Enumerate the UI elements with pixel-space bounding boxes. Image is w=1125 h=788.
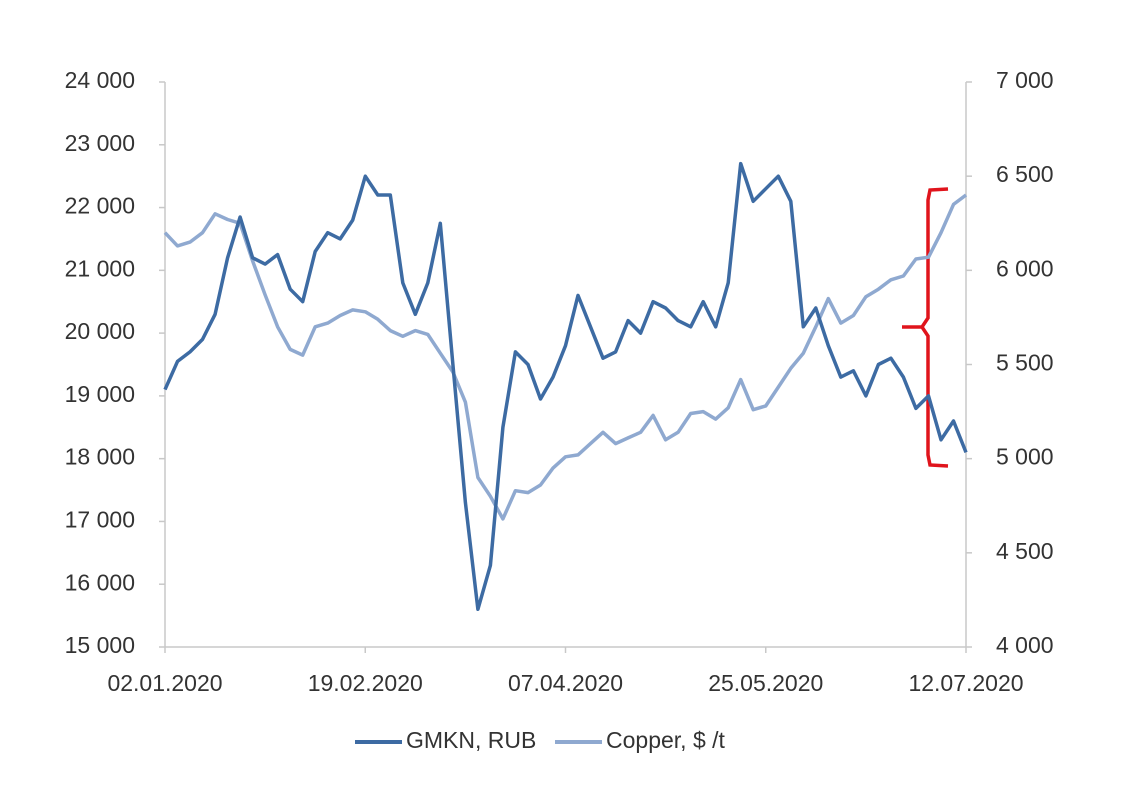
x-tick-label: 02.01.2020: [107, 670, 222, 696]
x-tick-label: 19.02.2020: [308, 670, 423, 696]
y-tick-label: 22 000: [65, 193, 135, 219]
series-line: [163, 161, 968, 612]
y2-tick-label: 6 500: [996, 161, 1054, 187]
x-tick-label: 25.05.2020: [708, 670, 823, 696]
y2-tick-label: 5 000: [996, 444, 1054, 470]
y2-tick-label: 5 500: [996, 350, 1054, 376]
y-tick-label: 20 000: [65, 318, 135, 344]
x-tick-label: 12.07.2020: [908, 670, 1023, 696]
legend-label: GMKN, RUB: [406, 727, 536, 753]
y2-tick-label: 6 000: [996, 255, 1054, 281]
series-line: [163, 193, 968, 521]
y2-tick-label: 4 500: [996, 538, 1054, 564]
y-tick-label: 17 000: [65, 507, 135, 533]
y-tick-label: 19 000: [65, 381, 135, 407]
y-tick-label: 23 000: [65, 130, 135, 156]
y-tick-label: 24 000: [65, 67, 135, 93]
y2-tick-label: 4 000: [996, 632, 1054, 658]
legend-label: Copper, $ /t: [606, 727, 726, 753]
y-tick-label: 18 000: [65, 444, 135, 470]
y-tick-label: 16 000: [65, 569, 135, 595]
y-tick-label: 15 000: [65, 632, 135, 658]
y-tick-label: 21 000: [65, 255, 135, 281]
y2-tick-label: 7 000: [996, 67, 1054, 93]
x-tick-label: 07.04.2020: [508, 670, 623, 696]
